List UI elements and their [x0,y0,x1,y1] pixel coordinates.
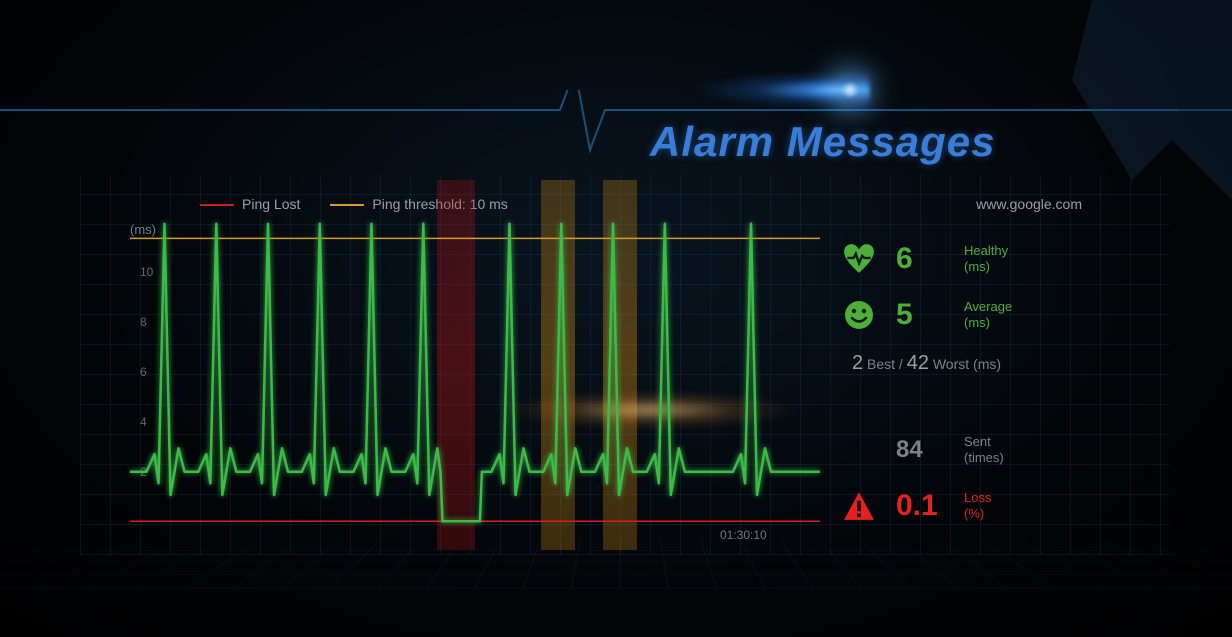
target-url: www.google.com [976,196,1082,212]
page-title: Alarm Messages [650,118,996,166]
sent-value: 84 [896,436,946,464]
healthy-label: Healthy(ms) [964,243,1008,274]
sent-icon [840,431,878,469]
loss-label: Loss(%) [964,490,991,521]
warning-icon [840,487,878,525]
stat-sent: 84 Sent(times) [840,431,1100,469]
stat-loss: 0.1 Loss(%) [840,487,1100,525]
corner-deco-icon [972,0,1232,260]
loss-value: 0.1 [896,489,946,523]
grid-floor [0,540,1232,588]
ping-chart [130,180,820,530]
heart-icon [840,240,878,278]
timestamp: 01:30:10 [720,528,767,542]
comet-flare [690,70,870,110]
average-value: 5 [896,298,946,332]
stat-average: 5 Average(ms) [840,296,1100,334]
stat-healthy: 6 Healthy(ms) [840,240,1100,278]
healthy-value: 6 [896,242,946,276]
stat-best-worst: 2 Best / 42 Worst (ms) [852,352,1100,375]
sent-label: Sent(times) [964,434,1004,465]
alarm-dashboard: Alarm Messages Ping Lost Ping threshold:… [0,0,1232,637]
stats-panel: 6 Healthy(ms) 5 Average(ms) 2 Best / 42 … [840,240,1100,525]
average-label: Average(ms) [964,299,1012,330]
smile-icon [840,296,878,334]
